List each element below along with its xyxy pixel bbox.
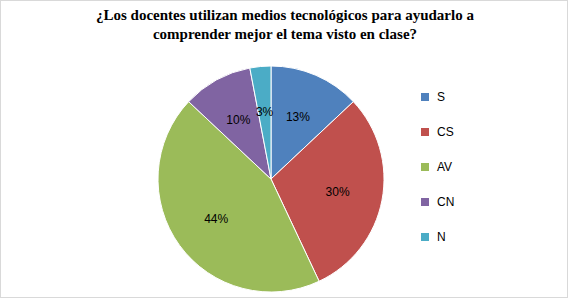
legend-swatch xyxy=(421,198,429,206)
legend-label: CN xyxy=(437,195,454,209)
data-label: 13% xyxy=(286,110,310,124)
slices xyxy=(158,66,384,292)
data-label: 44% xyxy=(204,212,228,226)
legend-label: CS xyxy=(437,125,454,139)
data-labels: 13% 30% 44% 10% 3% xyxy=(204,105,350,226)
chart-frame xyxy=(1,1,568,298)
data-label: 3% xyxy=(256,105,274,119)
legend-swatch xyxy=(421,163,429,171)
legend-swatch xyxy=(421,233,429,241)
chart-svg: ¿Los docentes utilizan medios tecnológic… xyxy=(0,0,568,298)
legend-label: AV xyxy=(437,160,452,174)
pie-slice xyxy=(250,66,271,179)
legend-label: S xyxy=(437,90,445,104)
legend-swatch xyxy=(421,128,429,136)
chart-title: ¿Los docentes utilizan medios tecnológic… xyxy=(96,7,474,42)
data-label: 30% xyxy=(326,185,350,199)
legend-label: N xyxy=(437,230,446,244)
data-label: 10% xyxy=(226,113,250,127)
chart-container: ¿Los docentes utilizan medios tecnológic… xyxy=(0,0,568,298)
legend: S CS AV CN N xyxy=(421,90,454,244)
title-line: ¿Los docentes utilizan medios tecnológic… xyxy=(96,7,474,23)
legend-swatch xyxy=(421,93,429,101)
title-line: comprender mejor el tema visto en clase? xyxy=(153,26,417,42)
